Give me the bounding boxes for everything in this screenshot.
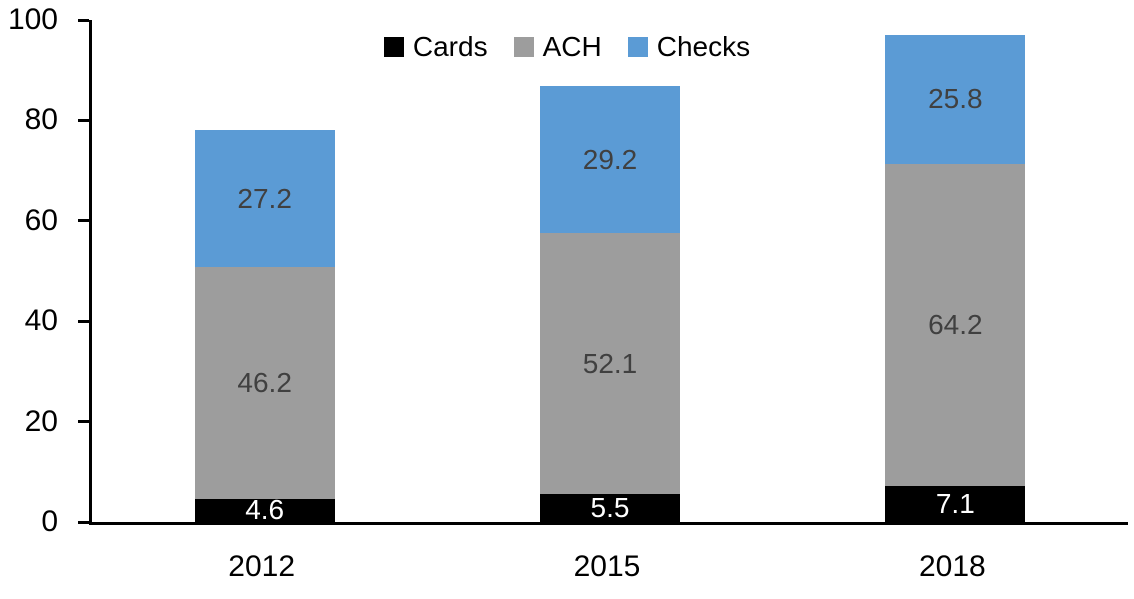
bar-value-label: 52.1	[582, 347, 638, 379]
y-axis-tick	[78, 118, 89, 122]
bar-value-label: 4.6	[245, 494, 285, 526]
chart-legend: Cards ACH Checks	[0, 33, 1134, 61]
bar-value-label: 29.2	[582, 143, 638, 175]
bar-value-label: 5.5	[590, 492, 630, 524]
bar-segment-checks-2015: 29.2	[540, 86, 680, 233]
y-axis-tick-label: 60	[24, 203, 58, 237]
y-axis-tick-label: 0	[41, 505, 58, 538]
legend-swatch-icon	[383, 37, 404, 57]
bar-segment-ach-2018: 64.2	[885, 164, 1026, 487]
x-axis-category-label: 2012	[228, 550, 296, 583]
y-axis-tick-label: 20	[24, 404, 58, 438]
x-axis-category-label: 2015	[573, 550, 641, 583]
y-axis-tick	[78, 219, 89, 223]
bar-segment-checks-2012: 27.2	[194, 130, 335, 267]
bar-segment-checks-2018: 25.8	[885, 34, 1026, 165]
legend-item-cards: Cards	[383, 31, 488, 62]
bar-value-label: 46.2	[237, 366, 292, 398]
bar-value-label: 25.8	[928, 83, 983, 115]
bar-segment-cards-2015: 5.5	[540, 494, 680, 522]
plot-area: 0 20 40 60 80 100 4.6 46.2 27.2 5.5 52.1 29.2 7.1 64.…	[8, 3, 1128, 538]
bar-value-label: 27.2	[237, 182, 292, 214]
bar-segment-ach-2015: 52.1	[540, 232, 680, 495]
y-axis-tick-label: 40	[24, 304, 58, 338]
legend-swatch-icon	[627, 37, 648, 57]
bar-segment-cards-2018: 7.1	[885, 486, 1026, 522]
legend-label: Cards	[412, 31, 488, 62]
y-axis-tick	[78, 420, 89, 424]
y-axis-tick	[78, 520, 89, 524]
bar-segment-cards-2012: 4.6	[194, 494, 335, 526]
bar-value-label: 7.1	[935, 488, 975, 520]
legend-item-checks: Checks	[627, 31, 751, 62]
y-axis-tick	[78, 18, 89, 22]
y-axis-tick	[78, 319, 89, 323]
legend-item-ach: ACH	[513, 31, 602, 62]
legend-swatch-icon	[513, 37, 534, 57]
bar-value-label: 64.2	[928, 309, 983, 341]
x-axis-category-label: 2018	[918, 550, 986, 583]
y-axis-tick-label: 100	[7, 3, 58, 36]
legend-label: Checks	[656, 31, 751, 62]
legend-label: ACH	[542, 31, 602, 62]
y-axis-tick-label: 80	[24, 103, 58, 137]
x-axis-labels: 2012 2015 2018	[89, 549, 1125, 589]
bar-segment-ach-2012: 46.2	[194, 267, 335, 499]
